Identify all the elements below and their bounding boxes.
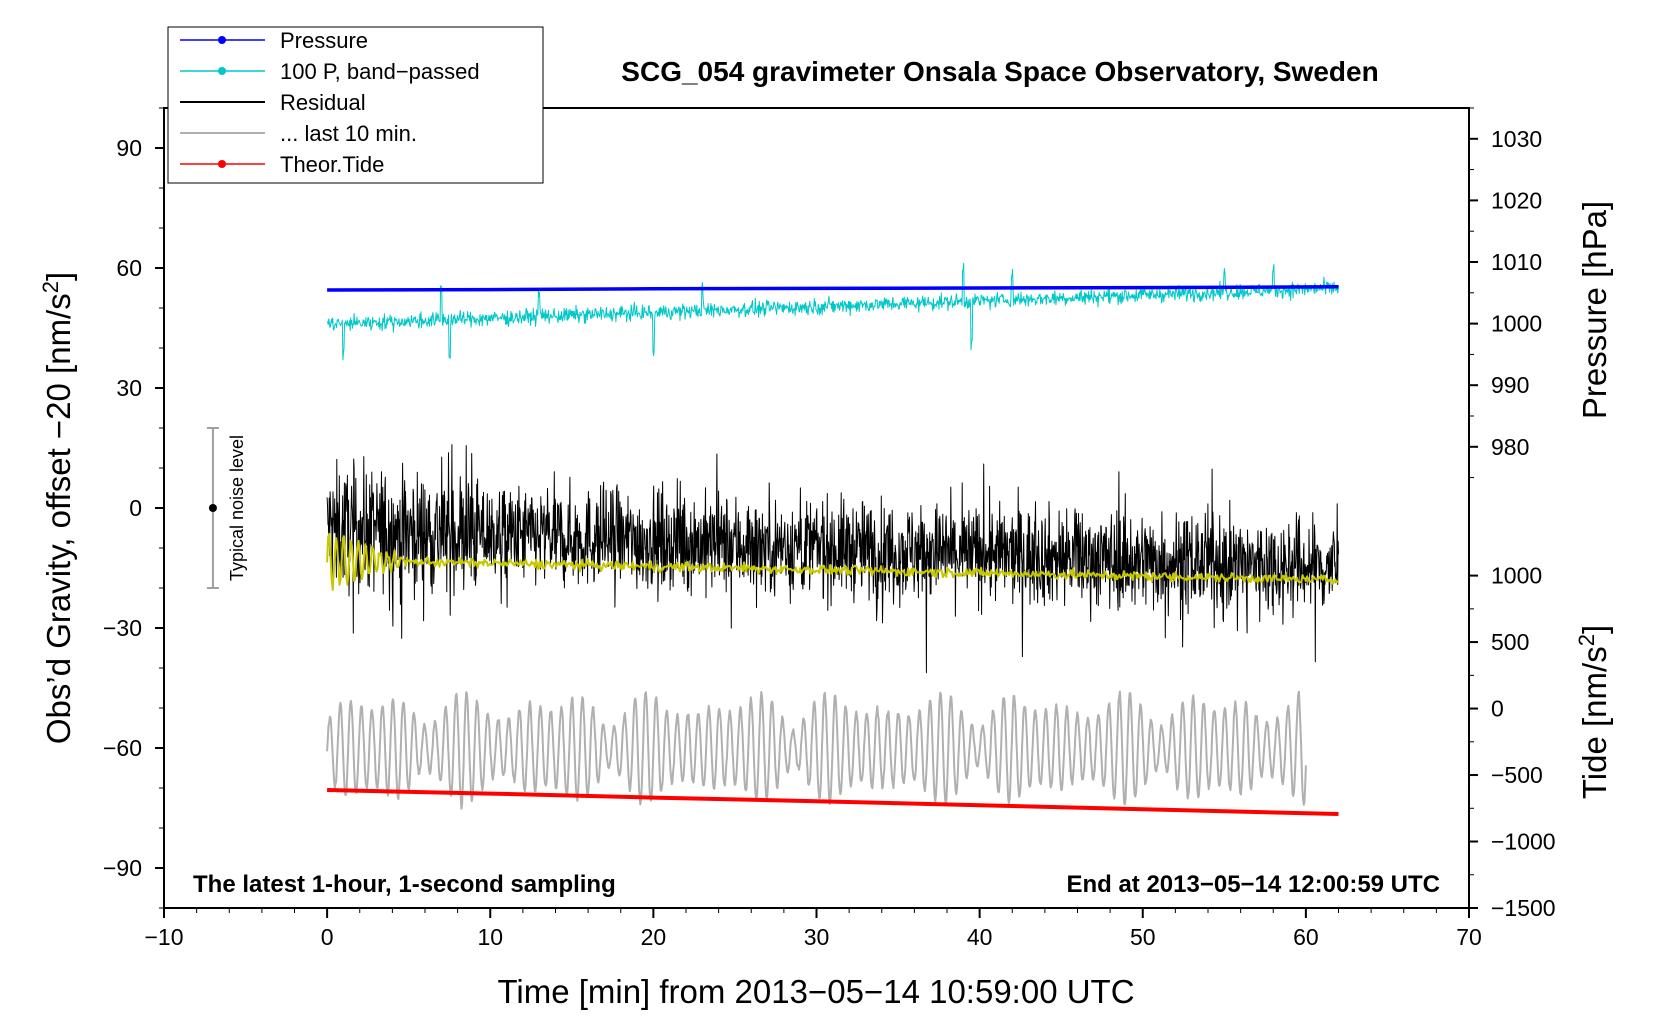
noise-bar-label: Typical noise level [227,435,247,581]
left-tick-label: 30 [116,375,142,401]
pressure-tick-label: 1030 [1491,126,1542,152]
series-line-100-p-band-passed [326,262,1339,361]
plot-frame [163,107,1470,909]
x-axis-label: Time [min] from 2013−05−14 10:59:00 UTC [497,973,1134,1010]
tide-label-sup: 2 [1574,634,1599,646]
left-y-label-end: ] [40,272,77,281]
tide-tick-label: 0 [1491,696,1504,722]
noise-bar-center-dot [208,504,217,512]
tide-tick-label: 500 [1491,629,1529,655]
legend-label-last-10-min: ... last 10 min. [280,121,417,146]
left-y-axis-label: Obs’d Gravity, offset −20 [nm/s2] [38,272,77,744]
pressure-tick-label: 1000 [1491,311,1542,337]
x-tick-label: 60 [1293,924,1319,950]
x-tick-label: 40 [967,924,993,950]
tide-label-main: Tide [nm/s [1576,646,1613,799]
chart-title: SCG_054 gravimeter Onsala Space Observat… [621,56,1378,87]
x-tick-label: 30 [804,924,830,950]
tide-tick-label: −500 [1491,762,1543,788]
legend: Pressure 100 P, band−passed Residual ... la… [167,26,544,184]
series-line-residual [326,444,1339,674]
tide-axis: 1000 500 0 −500 −1000 −1500 [1469,563,1556,921]
legend-box [167,26,544,184]
noise-level-indicator: Typical noise level [206,427,247,589]
series-line-smoothed-residual [326,532,1340,591]
legend-label-residual: Residual [280,90,366,115]
pressure-tick-label: 990 [1491,372,1529,398]
x-tick-label: 50 [1130,924,1156,950]
left-tick-label: −90 [103,855,142,881]
left-tick-label: 0 [129,495,142,521]
note-latest-hour: The latest 1-hour, 1-second sampling [193,871,616,898]
x-tick-label: 70 [1456,924,1482,950]
x-tick-label: 10 [477,924,503,950]
series-line-theor-tide [327,788,1339,816]
tide-tick-label: −1000 [1491,829,1556,855]
series-line-last-10-min [326,690,1307,810]
legend-label-theor-tide: Theor.Tide [280,152,384,177]
pressure-tick-label: 980 [1491,434,1529,460]
tide-label-end: ] [1576,625,1613,634]
pressure-axis: 1030 1020 1010 1000 990 980 [1469,107,1542,479]
tide-axis-label: Tide [nm/s2] [1574,625,1613,799]
left-y-axis: 90 60 30 0 −30 −60 −90 [103,107,164,909]
series-line-pressure [327,285,1339,292]
legend-marker-theor-tide [218,160,226,168]
tide-tick-label: −1500 [1491,895,1556,921]
legend-label-100-p-band-passed: 100 P, band−passed [280,59,480,84]
left-tick-label: −30 [103,615,142,641]
series-layer [326,262,1340,816]
plot-area [163,107,1470,909]
note-end-time: End at 2013−05−14 12:00:59 UTC [1066,871,1440,898]
x-tick-label: 0 [321,924,334,950]
x-tick-label: 20 [641,924,667,950]
left-tick-label: 60 [116,255,142,281]
tide-tick-label: 1000 [1491,563,1542,589]
left-tick-label: 90 [116,135,142,161]
pressure-axis-label: Pressure [hPa] [1576,201,1613,419]
pressure-tick-label: 1010 [1491,249,1542,275]
legend-marker-pressure [218,36,226,44]
left-y-label-main: Obs’d Gravity, offset −20 [nm/s [40,293,77,744]
x-tick-label: −10 [144,924,183,950]
left-y-label-sup: 2 [38,281,63,293]
x-axis: −10 0 10 20 30 40 50 60 70 [144,908,1482,950]
legend-label-pressure: Pressure [280,28,368,53]
left-tick-label: −60 [103,735,142,761]
legend-marker-100-p-band-passed [218,67,226,75]
pressure-tick-label: 1020 [1491,187,1542,213]
